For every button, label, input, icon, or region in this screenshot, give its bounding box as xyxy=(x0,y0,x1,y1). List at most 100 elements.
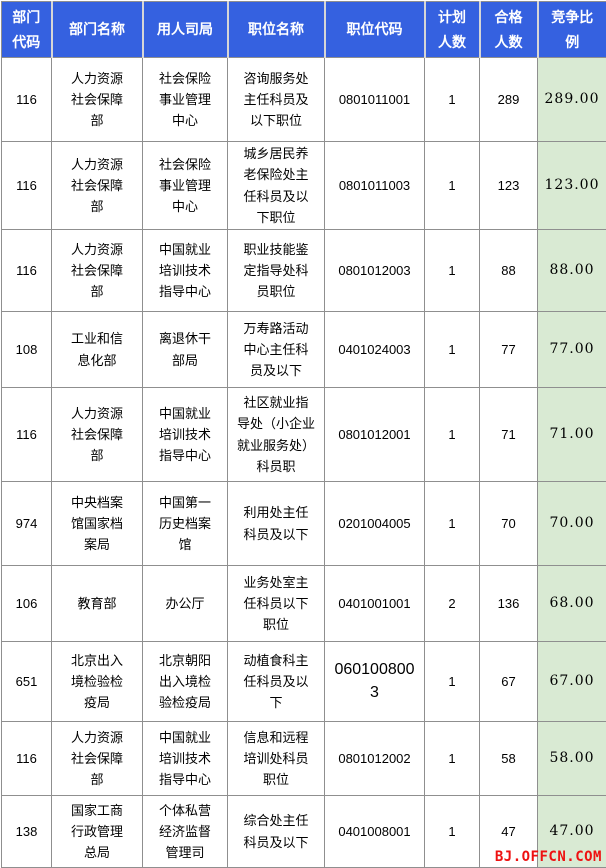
table-row: 116 人力资源 社会保障 部中国就业 培训技术 指导中心 信息和远程 培训处科员 … xyxy=(1,721,606,796)
cell-bureau: 办公厅 xyxy=(142,565,228,642)
cell-qualified: 123 xyxy=(479,141,538,230)
cell-dept_code: 108 xyxy=(1,311,52,388)
cell-bureau: 北京朝阳 出入境检 验检疫局 xyxy=(142,641,228,722)
cell-ratio: 70.00 xyxy=(537,481,606,566)
cell-qualified: 67 xyxy=(479,641,538,722)
cell-bureau: 中国第一 历史档案 馆 xyxy=(142,481,228,566)
table-row: 116 人力资源 社会保障 部社会保险 事业管理 中心 城乡居民养 老保险处主 任科… xyxy=(1,141,606,230)
cell-position_name: 咨询服务处 主任科员及 以下职位 xyxy=(227,57,325,142)
cell-dept_code: 974 xyxy=(1,481,52,566)
cell-dept_code: 106 xyxy=(1,565,52,642)
cell-position_code: 0401008001 xyxy=(324,795,425,868)
column-header-qualified: 合格 人数 xyxy=(479,1,539,58)
cell-planned: 2 xyxy=(424,565,480,642)
table-row: 116 人力资源 社会保障 部社会保险 事业管理 中心 咨询服务处 主任科员及 以下… xyxy=(1,57,606,142)
cell-bureau: 离退休干 部局 xyxy=(142,311,228,388)
cell-position_code: 0801011003 xyxy=(324,141,425,230)
cell-position_name: 动植食科主 任科员及以 下 xyxy=(227,641,325,722)
column-header-planned: 计划 人数 xyxy=(424,1,481,58)
table-row: 974 中央档案 馆国家档 案局 中国第一 历史档案 馆利用处主任 科员及以下 020… xyxy=(1,481,606,566)
cell-ratio: 77.00 xyxy=(537,311,606,388)
cell-planned: 1 xyxy=(424,721,480,796)
cell-dept_name: 工业和信 息化部 xyxy=(51,311,143,388)
cell-ratio: 68.00 xyxy=(537,565,606,642)
cell-ratio: 123.00 xyxy=(537,141,606,230)
cell-qualified: 58 xyxy=(479,721,538,796)
cell-planned: 1 xyxy=(424,387,480,482)
cell-position_name: 信息和远程 培训处科员 职位 xyxy=(227,721,325,796)
column-header-dept_code: 部门 代码 xyxy=(1,1,53,58)
cell-qualified: 88 xyxy=(479,229,538,312)
column-header-ratio: 竞争比 例 xyxy=(537,1,606,58)
cell-dept_name: 人力资源 社会保障 部 xyxy=(51,387,143,482)
cell-dept_name: 教育部 xyxy=(51,565,143,642)
cell-dept_code: 116 xyxy=(1,229,52,312)
table-row: 116 人力资源 社会保障 部中国就业 培训技术 指导中心 社区就业指 导处（小企业… xyxy=(1,387,606,482)
cell-position_code: 0201004005 xyxy=(324,481,425,566)
cell-position_name: 职业技能鉴 定指导处科 员职位 xyxy=(227,229,325,312)
cell-qualified: 71 xyxy=(479,387,538,482)
cell-planned: 1 xyxy=(424,141,480,230)
cell-dept_name: 人力资源 社会保障 部 xyxy=(51,141,143,230)
cell-ratio: 88.00 xyxy=(537,229,606,312)
cell-ratio: 58.00 xyxy=(537,721,606,796)
cell-dept_code: 651 xyxy=(1,641,52,722)
column-header-dept_name: 部门名称 xyxy=(51,1,144,58)
cell-dept_name: 中央档案 馆国家档 案局 xyxy=(51,481,143,566)
cell-position_code: 0401001001 xyxy=(324,565,425,642)
table-row: 108 工业和信 息化部 离退休干 部局 万寿路活动 中心主任科 员及以下 040102… xyxy=(1,311,606,388)
cell-ratio: 71.00 xyxy=(537,387,606,482)
table-body: 116 人力资源 社会保障 部社会保险 事业管理 中心 咨询服务处 主任科员及 以下… xyxy=(1,57,606,868)
cell-planned: 1 xyxy=(424,57,480,142)
cell-position_code: 0801012002 xyxy=(324,721,425,796)
column-header-position_code: 职位代码 xyxy=(324,1,426,58)
cell-position_name: 综合处主任 科员及以下 xyxy=(227,795,325,868)
cell-dept_code: 116 xyxy=(1,721,52,796)
cell-ratio: 47.00 xyxy=(537,795,606,868)
cell-position_code: 0801012001 xyxy=(324,387,425,482)
header-row: 部门 代码 部门名称 用人司局 职位名称 职位代码 计划 人数 合格 人数 竞争比 例 xyxy=(1,1,606,58)
table-row: 116 人力资源 社会保障 部中国就业 培训技术 指导中心 职业技能鉴 定指导处科 … xyxy=(1,229,606,312)
cell-planned: 1 xyxy=(424,481,480,566)
cell-bureau: 社会保险 事业管理 中心 xyxy=(142,57,228,142)
cell-qualified: 136 xyxy=(479,565,538,642)
cell-dept_code: 116 xyxy=(1,141,52,230)
cell-qualified: 70 xyxy=(479,481,538,566)
cell-dept_name: 国家工商 行政管理 总局 xyxy=(51,795,143,868)
cell-dept_code: 138 xyxy=(1,795,52,868)
cell-qualified: 47 xyxy=(479,795,538,868)
cell-position_code: 0801011001 xyxy=(324,57,425,142)
cell-position_name: 城乡居民养 老保险处主 任科员及以 下职位 xyxy=(227,141,325,230)
cell-position_name: 万寿路活动 中心主任科 员及以下 xyxy=(227,311,325,388)
cell-bureau: 中国就业 培训技术 指导中心 xyxy=(142,387,228,482)
column-header-bureau: 用人司局 xyxy=(142,1,229,58)
cell-bureau: 中国就业 培训技术 指导中心 xyxy=(142,721,228,796)
cell-planned: 1 xyxy=(424,641,480,722)
table-header: 部门 代码 部门名称 用人司局 职位名称 职位代码 计划 人数 合格 人数 竞争比 例 xyxy=(1,1,606,58)
column-header-position_name: 职位名称 xyxy=(227,1,326,58)
cell-bureau: 个体私营 经济监督 管理司 xyxy=(142,795,228,868)
cell-dept_name: 人力资源 社会保障 部 xyxy=(51,229,143,312)
cell-qualified: 77 xyxy=(479,311,538,388)
cell-position_code: 0401024003 xyxy=(324,311,425,388)
cell-dept_name: 北京出入 境检验检 疫局 xyxy=(51,641,143,722)
table-row: 106 教育部 办公厅 业务处室主 任科员以下 职位 0401001001 2 136 68.… xyxy=(1,565,606,642)
cell-position_code: 0801012003 xyxy=(324,229,425,312)
cell-bureau: 社会保险 事业管理 中心 xyxy=(142,141,228,230)
cell-ratio: 289.00 xyxy=(537,57,606,142)
cell-planned: 1 xyxy=(424,795,480,868)
cell-position_code: 060100800 3 xyxy=(324,641,425,722)
table-row: 138 国家工商 行政管理 总局 个体私营 经济监督 管理司 综合处主任 科员及以下 0… xyxy=(1,795,606,868)
cell-bureau: 中国就业 培训技术 指导中心 xyxy=(142,229,228,312)
cell-qualified: 289 xyxy=(479,57,538,142)
cell-dept_code: 116 xyxy=(1,57,52,142)
offcn-watermark-logo: BJ.OFFCN.COM xyxy=(494,849,602,865)
cell-dept_name: 人力资源 社会保障 部 xyxy=(51,57,143,142)
cell-position_name: 利用处主任 科员及以下 xyxy=(227,481,325,566)
cell-position_name: 社区就业指 导处（小企业 就业服务处） 科员职 xyxy=(227,387,325,482)
cell-dept_name: 人力资源 社会保障 部 xyxy=(51,721,143,796)
cell-ratio: 67.00 xyxy=(537,641,606,722)
cell-planned: 1 xyxy=(424,311,480,388)
